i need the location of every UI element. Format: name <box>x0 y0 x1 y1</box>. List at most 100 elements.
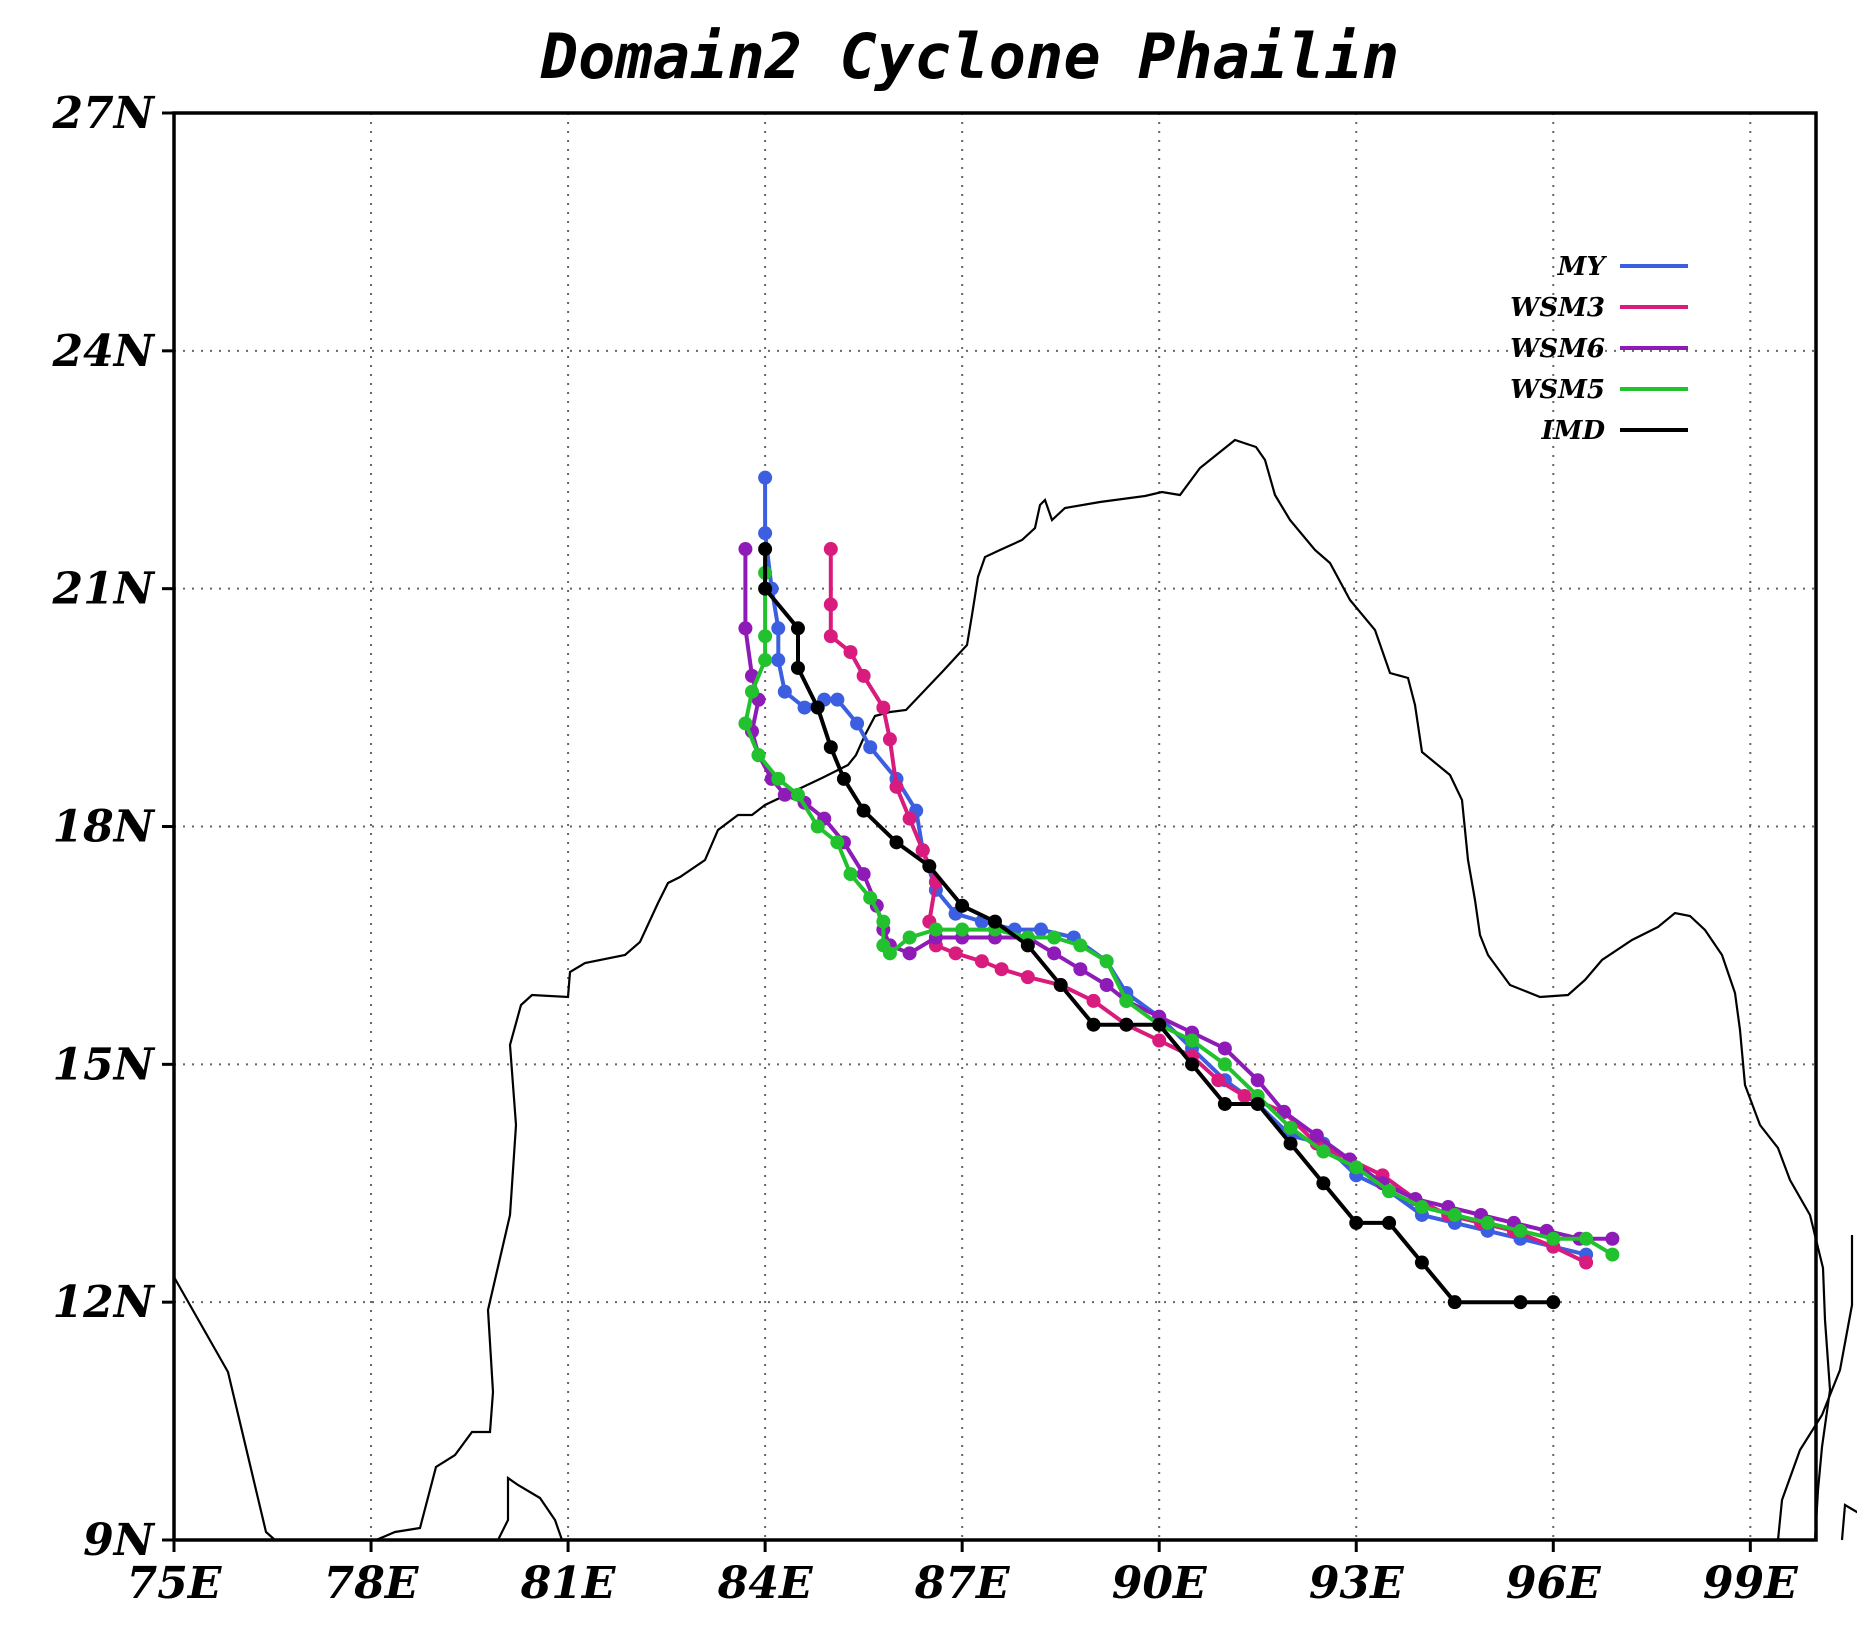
track-point-wsm5 <box>1047 930 1062 945</box>
track-point-wsm3 <box>856 668 871 683</box>
track-point-wsm6 <box>777 787 792 802</box>
x-tick-label: 75E <box>127 1558 223 1609</box>
track-point-wsm5 <box>928 922 943 937</box>
track-point-imd <box>823 740 838 755</box>
track-point-wsm5 <box>863 890 878 905</box>
track-point-wsm5 <box>876 938 891 953</box>
track-point-imd <box>1447 1295 1462 1310</box>
series-imd <box>758 542 1561 1310</box>
track-point-imd <box>1053 978 1068 993</box>
track-point-wsm6 <box>1073 962 1088 977</box>
track-point-wsm5 <box>876 914 891 929</box>
track-point-wsm5 <box>1073 938 1088 953</box>
track-point-wsm3 <box>823 597 838 612</box>
series-layer <box>738 470 1620 1310</box>
track-point-imd <box>1546 1295 1561 1310</box>
legend-label-wsm6: WSM6 <box>1510 334 1605 364</box>
track-point-wsm5 <box>1513 1223 1528 1238</box>
track-point-wsm5 <box>830 835 845 850</box>
track-point-imd <box>1513 1295 1528 1310</box>
legend-label-wsm5: WSM5 <box>1510 375 1605 405</box>
legend-label-wsm3: WSM3 <box>1510 293 1605 323</box>
track-point-wsm3 <box>823 542 838 557</box>
x-tick-label: 90E <box>1112 1558 1208 1609</box>
track-point-wsm5 <box>758 629 773 644</box>
track-point-wsm3 <box>1211 1073 1226 1088</box>
track-point-wsm3 <box>889 779 904 794</box>
track-point-wsm6 <box>1217 1041 1232 1056</box>
track-point-wsm5 <box>1382 1184 1397 1199</box>
x-tick-label: 87E <box>914 1558 1011 1609</box>
series-wsm5 <box>738 565 1620 1262</box>
track-point-wsm5 <box>790 787 805 802</box>
track-point-wsm6 <box>738 621 753 636</box>
track-point-wsm5 <box>1349 1160 1364 1175</box>
x-tick-label: 99E <box>1703 1558 1799 1609</box>
track-point-my <box>830 692 845 707</box>
track-point-imd <box>1086 1017 1101 1032</box>
track-point-imd <box>955 898 970 913</box>
track-point-wsm3 <box>974 954 989 969</box>
track-point-imd <box>1217 1096 1232 1111</box>
track-point-wsm3 <box>1020 970 1035 985</box>
track-point-wsm5 <box>955 922 970 937</box>
track-point-imd <box>1185 1057 1200 1072</box>
track-point-imd <box>758 542 773 557</box>
track-point-imd <box>1250 1096 1265 1111</box>
y-tick-label: 9N <box>83 1515 156 1566</box>
y-tick-label: 21N <box>52 564 156 615</box>
axis-ticks: 75E 78E 81E 84E 87E 90E 93E 96E 99E 9N 12N 15N 18N 21… <box>52 88 1800 1609</box>
track-point-imd <box>1316 1176 1331 1191</box>
track-point-wsm5 <box>1099 954 1114 969</box>
track-point-wsm3 <box>948 946 963 961</box>
track-point-wsm5 <box>1480 1215 1495 1230</box>
y-tick-label: 18N <box>53 802 156 853</box>
track-point-wsm3 <box>876 700 891 715</box>
series-wsm3 <box>823 542 1594 1270</box>
x-tick-label: 81E <box>520 1558 617 1609</box>
track-point-imd <box>1119 1017 1134 1032</box>
track-point-wsm5 <box>902 930 917 945</box>
track-point-wsm3 <box>1152 1033 1167 1048</box>
track-point-wsm6 <box>1250 1073 1265 1088</box>
legend: MY WSM3 WSM6 WSM5 IMD <box>1510 252 1688 446</box>
track-point-wsm5 <box>744 684 759 699</box>
track-point-wsm6 <box>1309 1128 1324 1143</box>
track-point-wsm6 <box>1605 1231 1620 1246</box>
track-point-wsm5 <box>810 819 825 834</box>
track-point-wsm5 <box>758 653 773 668</box>
y-tick-label: 27N <box>52 88 156 139</box>
track-point-imd <box>922 859 937 874</box>
track-point-wsm5 <box>1605 1247 1620 1262</box>
track-point-my <box>863 740 878 755</box>
track-point-wsm5 <box>1283 1120 1298 1135</box>
track-point-wsm3 <box>994 962 1009 977</box>
track-point-my <box>758 526 773 541</box>
track-point-wsm5 <box>1316 1144 1331 1159</box>
track-point-wsm3 <box>902 811 917 826</box>
track-point-wsm5 <box>1579 1231 1594 1246</box>
track-point-wsm5 <box>843 867 858 882</box>
track-point-wsm5 <box>1414 1200 1429 1215</box>
track-point-imd <box>1349 1215 1364 1230</box>
series-line-imd <box>763 549 1554 1305</box>
track-point-wsm6 <box>738 542 753 557</box>
track-point-imd <box>1152 1017 1167 1032</box>
track-point-imd <box>790 621 805 636</box>
track-point-wsm5 <box>1546 1231 1561 1246</box>
track-point-wsm5 <box>751 748 766 763</box>
series-line-my <box>763 477 1587 1257</box>
track-point-imd <box>810 700 825 715</box>
track-point-imd <box>790 660 805 675</box>
series-my <box>758 470 1594 1262</box>
series-line-wsm5 <box>743 572 1614 1257</box>
track-point-wsm3 <box>823 629 838 644</box>
y-tick-label: 15N <box>53 1039 156 1090</box>
track-point-imd <box>988 914 1002 929</box>
track-point-imd <box>836 771 851 786</box>
track-point-imd <box>856 803 871 818</box>
track-point-wsm6 <box>902 946 917 961</box>
track-point-imd <box>1414 1255 1429 1270</box>
track-point-my <box>1033 922 1048 937</box>
